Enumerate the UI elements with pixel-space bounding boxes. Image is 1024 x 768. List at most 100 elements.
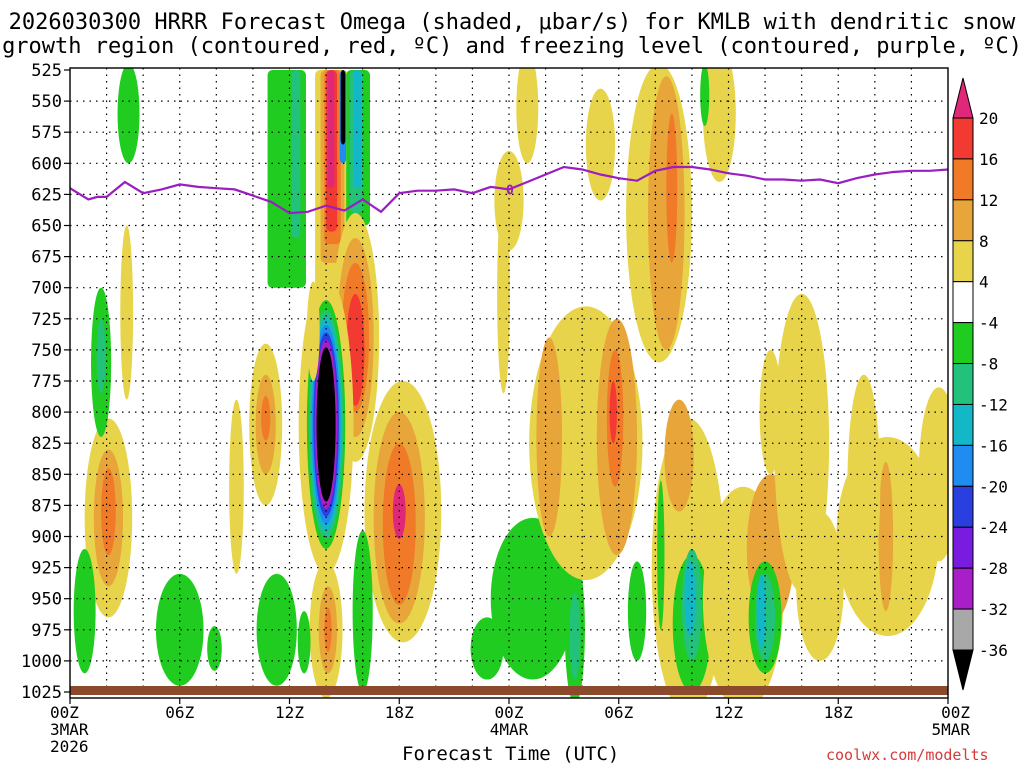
mid-neg-h2-inner	[96, 318, 106, 394]
ytick-label-675: 675	[31, 248, 62, 268]
low-pos-h45-8	[878, 461, 894, 612]
freezing-level-label: 0	[506, 183, 514, 198]
xtick-label-h30: 06Z	[604, 703, 633, 722]
colorbar-label-2: 12	[979, 191, 998, 210]
colorbar-bin-10	[952, 485, 974, 528]
low-pos-h18-core	[392, 484, 406, 539]
colorbar-label-12: -32	[979, 600, 1008, 619]
colorbar-label-6: -8	[979, 355, 998, 374]
y-axis: 525 550 575 600 625 650 675 700 725 750 775 800 825 8…	[21, 61, 70, 703]
mid-pos-h11-12	[261, 395, 271, 441]
colorbar-bin-7	[952, 363, 974, 405]
colorbar-label-1: 16	[979, 150, 998, 169]
ytick-label-550: 550	[31, 92, 62, 112]
ytick-label-875: 875	[31, 496, 62, 516]
low-neg-h6	[155, 573, 204, 686]
ytick-label-600: 600	[31, 154, 62, 174]
low-neg-h11	[256, 573, 297, 686]
ytick-label-525: 525	[31, 61, 62, 81]
low-neg-h8	[207, 626, 222, 671]
colorbar-bin-13	[952, 608, 974, 651]
low-pos-h41	[796, 511, 844, 661]
core-black	[316, 347, 336, 502]
ytick-label-1025: 1025	[21, 683, 62, 703]
xtick-year-h0: 2026	[50, 737, 89, 756]
ytick-label-775: 775	[31, 372, 62, 392]
low-neg-h32	[657, 480, 665, 630]
xtick-label-h42: 18Z	[824, 703, 853, 722]
colorbar-label-8: -16	[979, 436, 1008, 455]
colorbar-bin-4	[952, 240, 974, 283]
ytick-label-850: 850	[31, 465, 62, 485]
low-pos-h2-12	[101, 468, 116, 556]
omega-shading	[73, 68, 948, 698]
ytick-label-800: 800	[31, 403, 62, 423]
colorbar-bin-9	[952, 444, 974, 487]
upper-pos-h29	[585, 88, 616, 201]
mid-pos-h13	[306, 281, 320, 381]
chart-title-line2: growth region (contoured, red, ºC) and f…	[2, 34, 1022, 59]
ytick-label-725: 725	[31, 310, 62, 330]
colorbar-label-9: -20	[979, 477, 1008, 496]
colorbar-top-arrow	[952, 77, 974, 119]
colorbar-label-5: -4	[979, 314, 998, 333]
upper-neg-column-h15-12	[353, 70, 362, 189]
omega-colorbar: 20 16 12 8 4 -4 -8 -12 -16 -20 -24 -28 -32 -36	[952, 77, 1008, 691]
ytick-label-625: 625	[31, 185, 62, 205]
colorbar-label-0: 20	[979, 109, 998, 128]
low-neg-h1	[73, 548, 96, 674]
colorbar-label-4: 4	[979, 273, 989, 292]
upper-neg-band-h12-inner	[291, 70, 301, 238]
site-credit: coolwx.com/modelts	[826, 746, 989, 764]
mid-pos-h26-8	[536, 337, 563, 537]
xtick-date-h0: 3MAR	[50, 720, 89, 739]
upper-pos-h36	[702, 68, 736, 182]
colorbar-bin-6	[952, 322, 974, 365]
low-pos-h9	[229, 399, 244, 574]
colorbar-bin-3	[952, 199, 974, 242]
ytick-label-575: 575	[31, 123, 62, 143]
ytick-label-650: 650	[31, 217, 62, 237]
mid-pos-h38	[759, 349, 782, 475]
xtick-label-h18: 18Z	[385, 703, 414, 722]
colorbar-bin-8	[952, 403, 974, 446]
upper-pos-h33-12	[666, 113, 678, 263]
xtick-label-h12: 12Z	[275, 703, 304, 722]
ytick-label-900: 900	[31, 528, 62, 548]
colorbar-bin-11	[952, 526, 974, 569]
upper-pos-column-20	[327, 70, 335, 189]
upper-neg-column-core	[340, 70, 346, 145]
colorbar-label-13: -36	[979, 641, 1008, 660]
upper-neg-h35	[700, 68, 710, 126]
colorbar-bin-1	[952, 117, 974, 160]
freezing-level-line	[70, 165, 948, 215]
upper-pos-h33-8	[648, 76, 685, 350]
xtick-label-h24: 00Z	[495, 703, 524, 722]
mid-pos-h47	[918, 387, 948, 562]
colorbar-label-3: 8	[979, 232, 989, 251]
colorbar-bottom-arrow	[952, 649, 974, 691]
x-axis-title: Forecast Time (UTC)	[402, 743, 620, 765]
xtick-label-h36: 12Z	[714, 703, 743, 722]
low-neg-h31	[627, 561, 647, 661]
xtick-date-h48: 5MAR	[931, 720, 970, 739]
ytick-label-825: 825	[31, 434, 62, 454]
colorbar-bin-2	[952, 158, 974, 201]
mid-pos-h43	[847, 374, 881, 599]
colorbar-bin-5	[952, 281, 974, 324]
ytick-label-700: 700	[31, 279, 62, 299]
ytick-label-925: 925	[31, 559, 62, 579]
low-neg-h28-inner	[569, 592, 581, 680]
colorbar-label-11: -28	[979, 559, 1008, 578]
low-neg-h16	[352, 530, 373, 692]
ytick-label-750: 750	[31, 341, 62, 361]
low-neg-h38-12	[756, 573, 766, 649]
ytick-label-950: 950	[31, 590, 62, 610]
upper-pos-h24	[494, 150, 524, 251]
freezing-level-contour: 0	[70, 165, 948, 215]
low-neg-h23	[470, 617, 504, 680]
ytick-label-1000: 1000	[21, 652, 62, 672]
upper-pos-h25	[516, 68, 539, 164]
